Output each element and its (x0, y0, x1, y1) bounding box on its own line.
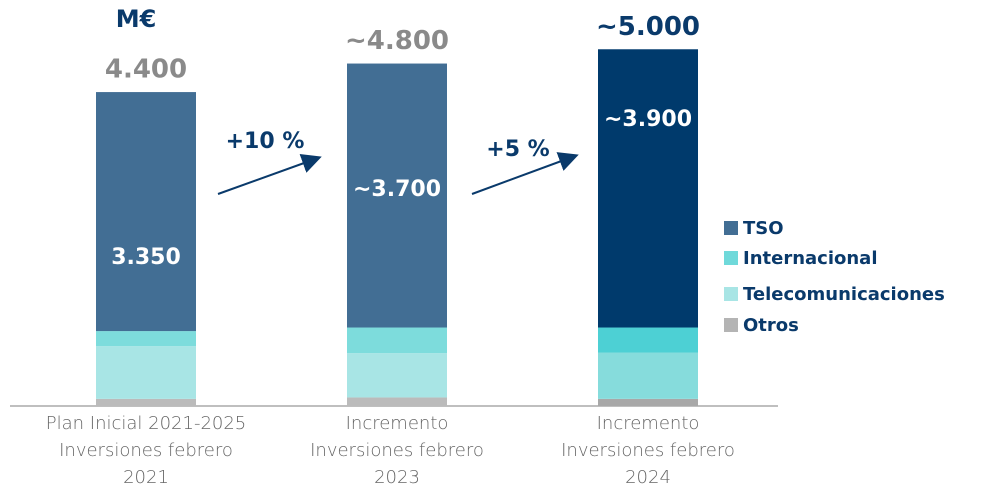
bar-segment (598, 49, 698, 328)
data-label: ~3.700 (353, 177, 441, 202)
legend-label: TSO (743, 218, 784, 239)
legend-swatch (724, 318, 738, 332)
total-label: ~4.800 (345, 26, 449, 56)
bar-segment (598, 352, 698, 399)
x-tick-label: Incremento Inversiones febrero 2023 (310, 413, 484, 488)
total-label: 4.400 (105, 55, 187, 85)
bar-segment (598, 398, 698, 406)
legend-swatch (724, 251, 738, 265)
bar-segment (347, 327, 447, 354)
bar-segment (347, 397, 447, 406)
legend-swatch (724, 221, 738, 235)
data-label: 3.350 (111, 245, 181, 270)
unit-label: M€ (116, 5, 157, 33)
annotation: +5 % (486, 137, 549, 162)
legend-label: Internacional (743, 248, 878, 269)
annotation: +10 % (226, 129, 305, 154)
bar-segment (347, 63, 447, 328)
bar-segment (96, 92, 196, 332)
legend-label: Otros (743, 315, 799, 336)
bar-segment (96, 346, 196, 399)
x-tick-label: Plan Inicial 2021-2025 Inversiones febre… (45, 413, 247, 488)
legend-label: Telecomunicaciones (743, 284, 945, 305)
x-tick-label: Incremento Inversiones febrero 2024 (561, 413, 735, 488)
bar-segment (347, 353, 447, 398)
total-label: ~5.000 (596, 12, 700, 42)
legend-swatch (724, 287, 738, 301)
arrow (217, 154, 322, 195)
bar-segment (96, 398, 196, 406)
data-label: ~3.900 (604, 107, 692, 132)
arrow (471, 152, 579, 195)
bar-segment (96, 331, 196, 347)
bar-segment (598, 327, 698, 353)
